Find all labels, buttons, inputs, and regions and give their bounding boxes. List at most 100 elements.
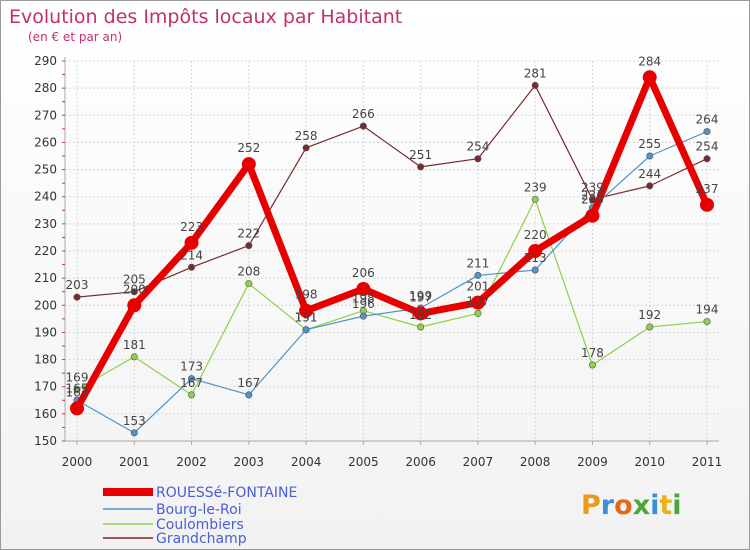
data-label: 213 (524, 251, 547, 265)
series-line (76, 198, 708, 396)
data-point (130, 288, 138, 296)
data-label: 197 (409, 290, 432, 304)
x-tick-label: 2009 (577, 455, 608, 469)
y-tick-label: 160 (34, 407, 57, 421)
y-tick-label: 180 (34, 353, 57, 367)
data-label: 222 (237, 227, 260, 241)
data-label: 239 (524, 180, 547, 194)
data-point (302, 144, 310, 152)
axes: 150 160 170 180 190 200 210 220 230 240 250 260 270 2… (34, 54, 722, 469)
y-tick-label: 270 (34, 108, 57, 122)
data-point (73, 293, 81, 301)
y-tick-label: 260 (34, 135, 57, 149)
data-label: 264 (696, 113, 719, 127)
data-label: 197 (466, 294, 489, 308)
y-tick-label: 240 (34, 190, 57, 204)
data-label: 191 (295, 311, 318, 325)
data-label: 208 (237, 265, 260, 279)
legend-label: Bourg-le-Roi (156, 502, 242, 518)
y-tick-label: 170 (34, 380, 57, 394)
x-tick-label: 2005 (348, 455, 379, 469)
data-label: 252 (237, 141, 260, 155)
x-tick-label: 2001 (119, 455, 150, 469)
data-label: 237 (696, 182, 719, 196)
series-layer (70, 70, 714, 437)
data-point (241, 157, 256, 172)
data-point (127, 298, 142, 313)
data-label: 203 (66, 278, 89, 292)
data-point (703, 318, 711, 326)
data-point (356, 282, 371, 296)
series-rouess-fontaine (70, 70, 714, 416)
data-point (245, 280, 253, 288)
x-tick-label: 2010 (634, 455, 665, 469)
data-label: 206 (352, 266, 375, 280)
legend-label: Coulombiers (156, 517, 244, 533)
data-label: 254 (466, 140, 489, 154)
x-tick-label: 2004 (291, 455, 322, 469)
data-label: 196 (352, 297, 375, 311)
data-point (188, 391, 196, 399)
logo-letter: t (659, 490, 673, 521)
data-point (70, 401, 84, 416)
data-point (470, 295, 485, 310)
data-point (130, 353, 138, 361)
x-tick-label: 2011 (692, 455, 723, 469)
data-point (642, 70, 657, 85)
data-label: 251 (409, 148, 432, 162)
data-label: 236 (581, 189, 604, 203)
data-point (130, 429, 138, 437)
data-label: 233 (581, 193, 604, 207)
data-label: 220 (524, 228, 547, 242)
legend-item: Coulombiers (103, 517, 244, 533)
data-label: 211 (466, 256, 489, 270)
legend-item: ROUESSé-FONTAINE (103, 485, 297, 501)
gridlines (65, 60, 719, 442)
data-point (359, 122, 367, 130)
legend-label: Grandchamp (156, 531, 247, 547)
data-label: 198 (295, 288, 318, 302)
data-label: 194 (696, 303, 719, 317)
data-point (413, 306, 428, 321)
data-label: 255 (638, 137, 661, 151)
data-label: 173 (180, 360, 203, 374)
data-point (184, 235, 199, 250)
data-label: 201 (466, 280, 489, 294)
legend-label: ROUESSé-FONTAINE (156, 485, 297, 501)
y-tick-label: 230 (34, 217, 57, 231)
proxiti-logo: Proxiti (581, 490, 682, 521)
y-tick-label: 200 (34, 298, 57, 312)
data-label: 200 (123, 282, 146, 296)
data-label: 214 (180, 248, 203, 262)
x-tick-label: 2006 (405, 455, 436, 469)
data-label: 192 (409, 308, 432, 322)
series-line (73, 73, 711, 412)
series-bourg-le-roi (73, 128, 711, 437)
data-label: 165 (66, 381, 89, 395)
data-point (703, 155, 711, 163)
data-point (299, 303, 314, 318)
y-tick-label: 190 (34, 325, 57, 339)
y-tick-label: 220 (34, 244, 57, 258)
chart-subtitle: (en € et par an) (28, 30, 122, 44)
logo-letter: r (600, 490, 615, 521)
data-point (531, 195, 539, 203)
data-point (417, 323, 425, 331)
data-label: 153 (123, 414, 146, 428)
data-point (474, 271, 482, 279)
data-labels: 203 2052142222582662512542812392442541691… (66, 54, 719, 428)
data-label: 223 (180, 220, 203, 234)
data-label: 244 (638, 167, 661, 181)
y-tick-label: 150 (34, 434, 57, 448)
data-label: 178 (581, 346, 604, 360)
data-point (188, 263, 196, 271)
legend-item: Grandchamp (103, 531, 247, 547)
data-point (646, 323, 654, 331)
x-tick-label: 2007 (463, 455, 494, 469)
data-point (700, 197, 714, 212)
data-label: 198 (352, 292, 375, 306)
y-tick-label: 280 (34, 81, 57, 95)
y-tick-label: 290 (34, 54, 57, 68)
x-tick-label: 2003 (234, 455, 265, 469)
